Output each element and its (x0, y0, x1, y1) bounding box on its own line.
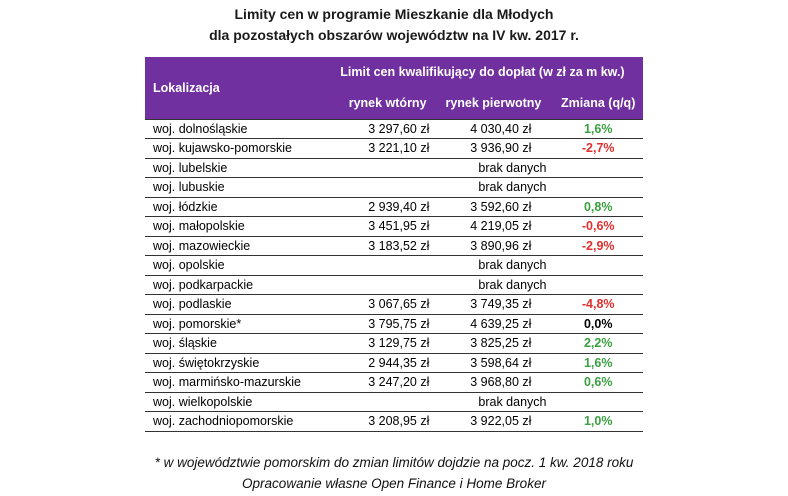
no-data-cell: brak danych (321, 158, 643, 178)
change-cell: 1,6% (553, 118, 643, 139)
primary-price-cell: 3 825,25 zł (433, 333, 554, 354)
location-cell: woj. zachodniopomorskie (145, 411, 322, 432)
change-cell: 0,8% (553, 197, 643, 217)
secondary-price-cell: 3 067,65 zł (321, 294, 434, 315)
location-cell: woj. małopolskie (145, 216, 322, 237)
table-row: woj. podlaskie 3 067,65 zł 3 749,35 zł -4,8… (145, 294, 643, 315)
header-change: Zmiana (q/q) (553, 87, 643, 119)
primary-price-cell: 3 749,35 zł (433, 294, 554, 315)
primary-price-cell: 4 639,25 zł (433, 314, 554, 334)
price-limits-table: Lokalizacja Limit cen kwalifikujący do d… (145, 57, 643, 432)
secondary-price-cell: 3 247,20 zł (321, 372, 434, 393)
change-cell: 2,2% (553, 333, 643, 354)
location-cell: woj. marmińsko-mazurskie (145, 372, 322, 393)
location-cell: woj. dolnośląskie (145, 118, 322, 139)
location-cell: woj. opolskie (145, 255, 322, 276)
primary-price-cell: 3 968,80 zł (433, 372, 554, 393)
no-data-cell: brak danych (321, 177, 643, 198)
location-cell: woj. łódzkie (145, 197, 322, 217)
change-cell: -4,8% (553, 294, 643, 315)
secondary-price-cell: 3 208,95 zł (321, 411, 434, 432)
table-row: woj. świętokrzyskie 2 944,35 zł 3 598,64 z… (145, 353, 643, 373)
table-row: woj. lubelskie brak danych (145, 158, 643, 178)
table-row: woj. śląskie 3 129,75 zł 3 825,25 zł 2,2% (145, 333, 643, 354)
table-row: woj. marmińsko-mazurskie 3 247,20 zł 3 968… (145, 372, 643, 393)
location-cell: woj. lubuskie (145, 177, 322, 198)
change-cell: -0,6% (553, 216, 643, 237)
location-cell: woj. świętokrzyskie (145, 353, 322, 373)
header-location: Lokalizacja (145, 57, 322, 119)
table-row: woj. mazowieckie 3 183,52 zł 3 890,96 zł -2… (145, 236, 643, 256)
secondary-price-cell: 2 944,35 zł (321, 353, 434, 373)
table-row: woj. dolnośląskie 3 297,60 zł 4 030,40 zł 1… (145, 118, 643, 139)
change-cell: -2,7% (553, 138, 643, 159)
table-row: woj. kujawsko-pomorskie 3 221,10 zł 3 936,… (145, 138, 643, 159)
secondary-price-cell: 3 451,95 zł (321, 216, 434, 237)
header-secondary-market: rynek wtórny (321, 87, 434, 119)
primary-price-cell: 4 030,40 zł (433, 118, 554, 139)
change-cell: -2,9% (553, 236, 643, 256)
change-cell: 0,6% (553, 372, 643, 393)
primary-price-cell: 3 922,05 zł (433, 411, 554, 432)
location-cell: woj. lubelskie (145, 158, 322, 178)
source-note: Opracowanie własne Open Finance i Home B… (242, 476, 546, 491)
change-cell: 1,0% (553, 411, 643, 432)
primary-price-cell: 3 592,60 zł (433, 197, 554, 217)
change-cell: 0,0% (553, 314, 643, 334)
location-cell: woj. mazowieckie (145, 236, 322, 256)
table-row: woj. pomorskie* 3 795,75 zł 4 639,25 zł 0,0… (145, 314, 643, 334)
secondary-price-cell: 3 221,10 zł (321, 138, 434, 159)
table-body: woj. dolnośląskie 3 297,60 zł 4 030,40 zł 1… (145, 118, 643, 432)
change-cell: 1,6% (553, 353, 643, 373)
primary-price-cell: 3 890,96 zł (433, 236, 554, 256)
table-row: woj. lubuskie brak danych (145, 177, 643, 198)
location-cell: woj. pomorskie* (145, 314, 322, 334)
footnote: * w województwie pomorskim do zmian limi… (154, 455, 634, 470)
secondary-price-cell: 2 939,40 zł (321, 197, 434, 217)
no-data-cell: brak danych (321, 275, 643, 295)
table-row: woj. zachodniopomorskie 3 208,95 zł 3 922,… (145, 411, 643, 432)
header-primary-market: rynek pierwotny (433, 87, 554, 119)
secondary-price-cell: 3 129,75 zł (321, 333, 434, 354)
location-cell: woj. podkarpackie (145, 275, 322, 295)
primary-price-cell: 4 219,05 zł (433, 216, 554, 237)
table-row: woj. opolskie brak danych (145, 255, 643, 276)
no-data-cell: brak danych (321, 392, 643, 412)
location-cell: woj. śląskie (145, 333, 322, 354)
secondary-price-cell: 3 183,52 zł (321, 236, 434, 256)
no-data-cell: brak danych (321, 255, 643, 276)
header-group: Limit cen kwalifikujący do dopłat (w zł … (321, 57, 643, 87)
title-line-2: dla pozostałych obszarów województw na I… (209, 27, 579, 43)
table-row: woj. wielkopolskie brak danych (145, 392, 643, 412)
table-row: woj. małopolskie 3 451,95 zł 4 219,05 zł -0… (145, 216, 643, 237)
primary-price-cell: 3 936,90 zł (433, 138, 554, 159)
location-cell: woj. kujawsko-pomorskie (145, 138, 322, 159)
secondary-price-cell: 3 297,60 zł (321, 118, 434, 139)
table-row: woj. podkarpackie brak danych (145, 275, 643, 295)
primary-price-cell: 3 598,64 zł (433, 353, 554, 373)
location-cell: woj. podlaskie (145, 294, 322, 315)
secondary-price-cell: 3 795,75 zł (321, 314, 434, 334)
title-line-1: Limity cen w programie Mieszkanie dla Mł… (234, 6, 554, 22)
location-cell: woj. wielkopolskie (145, 392, 322, 412)
table-row: woj. łódzkie 2 939,40 zł 3 592,60 zł 0,8% (145, 197, 643, 217)
